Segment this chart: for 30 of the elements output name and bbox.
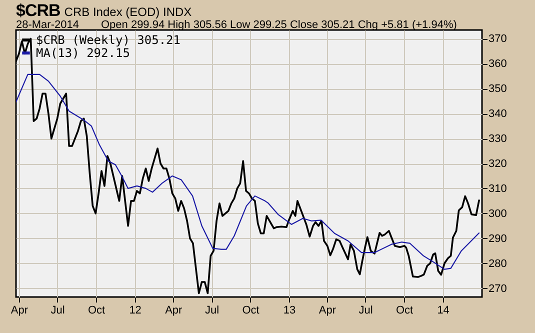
x-tick-label: Apr (318, 304, 336, 316)
y-tick-label: 340 (488, 108, 507, 120)
y-tick-label: 290 (488, 232, 507, 245)
x-tick-label: Jul (204, 304, 220, 316)
y-tick-label: 300 (488, 208, 507, 220)
y-tick-label: 270 (488, 282, 507, 295)
text: 28-Mar-2014 (16, 19, 79, 31)
chart-subtitle: CRB Index (EOD) INDX (64, 5, 192, 19)
legend-label: $CRB (Weekly) 305.21 (36, 33, 180, 47)
y-tick-label: 350 (488, 83, 507, 96)
x-tick-label: Apr (10, 304, 28, 316)
x-tick-label: Oct (242, 304, 260, 316)
chart-title: $CRB (16, 1, 60, 20)
x-tick-label: Apr (165, 304, 183, 316)
x-tick-label: Jul (50, 304, 65, 316)
x-tick-label: 14 (437, 304, 450, 316)
x-tick-label: 12 (129, 304, 142, 316)
legend-label: MA(13) 292.15 (36, 46, 130, 60)
y-tick-label: 330 (488, 133, 507, 146)
x-tick-label: Oct (396, 304, 414, 316)
y-tick-label: 310 (488, 182, 507, 195)
x-tick-label: Jul (358, 304, 373, 316)
y-tick-label: 360 (488, 58, 507, 70)
y-tick-label: 320 (488, 158, 507, 170)
line-series (16, 74, 480, 270)
y-tick-label: 370 (488, 33, 507, 46)
y-tick-label: 280 (488, 258, 507, 270)
x-tick-label: Oct (88, 304, 106, 316)
x-tick-label: 13 (283, 304, 296, 316)
text: Open 299.94 High 305.56 Low 299.25 Close 305.21 Chg +5.81 (+1.94%) (100, 19, 457, 31)
